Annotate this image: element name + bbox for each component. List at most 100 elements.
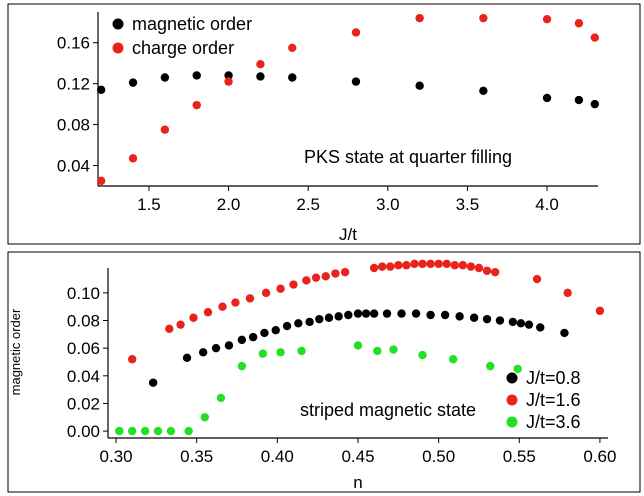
bottom-point-series-0: [315, 314, 324, 324]
bottom-point-series-1: [410, 259, 419, 269]
top-point-series-1: [128, 154, 138, 163]
bottom-point-series-1: [434, 259, 443, 269]
top-point-series-0: [128, 78, 138, 87]
bottom-point-series-1: [276, 284, 285, 293]
top-x-tick-label: 3.0: [376, 195, 400, 214]
bottom-point-series-2: [389, 345, 398, 354]
bottom-legend-marker: [506, 394, 518, 406]
bottom-point-series-0: [440, 310, 450, 320]
bottom-point-series-1: [311, 273, 321, 282]
bottom-point-series-1: [189, 313, 198, 322]
top-legend-label: charge order: [132, 38, 234, 58]
bottom-point-series-0: [260, 328, 269, 338]
top-point-series-0: [96, 85, 106, 94]
bottom-point-series-2: [166, 426, 176, 436]
bottom-point-series-1: [482, 266, 492, 275]
bottom-point-series-2: [297, 346, 306, 356]
bottom-point-series-2: [216, 393, 226, 403]
top-x-tick-label: 1.5: [137, 195, 161, 214]
top-point-series-1: [96, 176, 106, 186]
bottom-point-series-2: [184, 426, 193, 436]
bottom-point-series-0: [198, 348, 208, 357]
top-y-tick-label: 0.12: [57, 75, 90, 94]
bottom-point-series-1: [231, 298, 240, 307]
bottom-legend-marker: [506, 372, 518, 384]
bottom-x-tick-label: 0.45: [341, 447, 374, 466]
bottom-point-series-0: [282, 321, 292, 331]
bottom-legend-label: J/t=1.6: [526, 390, 581, 410]
bottom-point-series-0: [411, 309, 421, 318]
bottom-point-series-1: [466, 262, 476, 271]
chart-pks-state: 1.5 2.0 2.5 3.0 3.5 4.0 0.04 0.08 0.12 0.16 magnet…: [57, 12, 600, 244]
bottom-point-series-1: [377, 262, 387, 271]
top-point-series-1: [351, 28, 361, 37]
bottom-point-series-1: [442, 259, 451, 269]
bottom-y-tick-label: 0.06: [67, 339, 100, 358]
bottom-legend-marker: [506, 416, 518, 428]
top-point-series-1: [574, 19, 584, 28]
top-y-tick-label: 0.04: [57, 157, 90, 176]
top-y-tick-label: 0.16: [57, 34, 90, 53]
bottom-point-series-1: [474, 263, 484, 273]
bottom-point-series-0: [482, 314, 492, 324]
bottom-x-tick-label: 0.55: [503, 447, 536, 466]
top-point-series-0: [192, 71, 201, 80]
bottom-point-series-1: [402, 261, 411, 270]
bottom-y-tick-label: 0.10: [67, 284, 100, 303]
bottom-point-series-1: [245, 294, 255, 303]
bottom-point-series-0: [271, 325, 280, 335]
bottom-point-series-0: [516, 319, 526, 328]
bottom-point-series-1: [302, 276, 311, 285]
bottom-point-series-0: [397, 309, 406, 318]
top-point-series-1: [256, 59, 265, 69]
top-point-series-1: [542, 14, 552, 24]
bottom-point-series-1: [321, 272, 330, 281]
top-point-series-0: [256, 72, 265, 81]
bottom-point-series-2: [127, 426, 137, 436]
bottom-point-series-1: [369, 263, 379, 273]
bottom-point-series-0: [353, 309, 363, 318]
bottom-point-series-1: [426, 259, 435, 269]
bottom-point-series-0: [344, 310, 353, 320]
bottom-point-series-0: [334, 312, 343, 321]
bottom-point-series-2: [200, 413, 209, 422]
top-point-series-1: [192, 100, 201, 110]
bottom-point-series-1: [289, 280, 298, 289]
bottom-annotation: striped magnetic state: [300, 400, 476, 420]
bottom-point-series-0: [382, 309, 392, 318]
bottom-point-series-1: [331, 269, 340, 278]
top-point-series-0: [224, 71, 233, 80]
bottom-point-series-2: [513, 364, 522, 374]
bottom-point-series-2: [140, 426, 150, 436]
bottom-point-series-0: [495, 316, 505, 325]
bottom-y-tick-label: 0.04: [67, 367, 100, 386]
bottom-y-tick-label: 0.08: [67, 312, 100, 331]
bottom-point-series-1: [165, 324, 174, 334]
top-legend-marker: [112, 18, 124, 30]
top-point-series-1: [479, 13, 488, 23]
bottom-point-series-0: [237, 335, 247, 345]
bottom-point-series-1: [386, 262, 395, 271]
top-y-tick-label: 0.08: [57, 116, 90, 135]
bottom-legend-label: J/t=3.6: [526, 412, 581, 432]
bottom-point-series-2: [486, 361, 495, 371]
bottom-x-axis-label: n: [353, 473, 362, 492]
bottom-point-series-1: [490, 267, 500, 277]
bottom-point-series-1: [394, 261, 403, 270]
top-point-series-0: [415, 81, 424, 90]
panel-bottom-frame: [7, 251, 641, 493]
bottom-point-series-1: [203, 308, 213, 317]
bottom-point-series-2: [418, 350, 427, 360]
bottom-point-series-2: [353, 341, 363, 350]
bottom-point-series-0: [369, 309, 379, 318]
bottom-point-series-2: [448, 355, 458, 364]
bottom-point-series-0: [455, 312, 464, 321]
bottom-y-tick-label: 0.02: [67, 394, 100, 413]
bottom-point-series-1: [127, 355, 137, 364]
bottom-x-tick-label: 0.60: [583, 447, 616, 466]
bottom-point-series-0: [324, 313, 334, 322]
bottom-legend-label: J/t=0.8: [526, 368, 581, 388]
top-x-tick-label: 2.0: [217, 195, 241, 214]
bottom-point-series-0: [294, 319, 303, 328]
bottom-point-series-2: [115, 426, 124, 436]
